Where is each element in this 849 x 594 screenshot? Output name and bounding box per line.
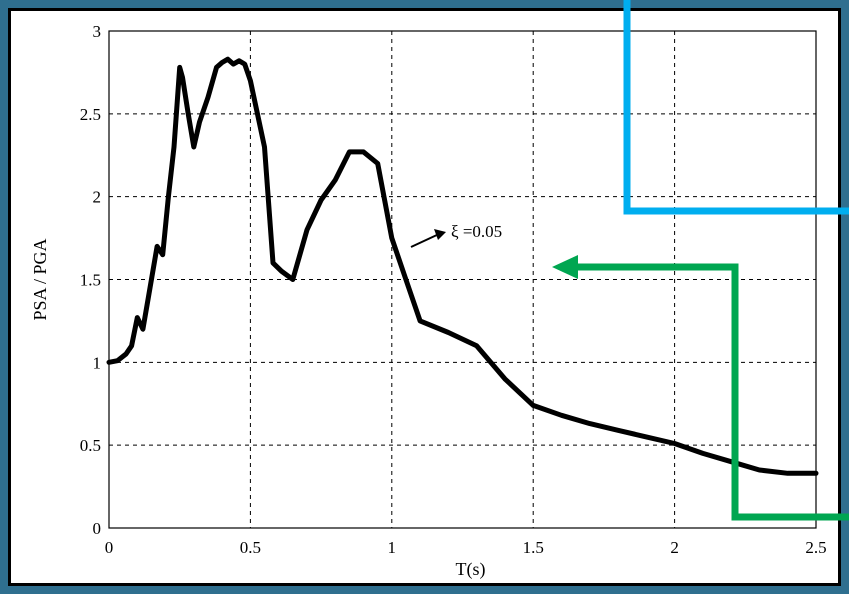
green-arrowhead: [552, 255, 578, 279]
y-tick-label: 0.5: [80, 436, 101, 455]
y-tick-label: 2.5: [80, 105, 101, 124]
y-tick-label: 2: [93, 188, 102, 207]
x-tick-label: 2: [670, 538, 679, 557]
annotation-arrowhead: [434, 229, 446, 240]
x-tick-label: 1: [388, 538, 397, 557]
blue-overlay-line: [623, 0, 849, 215]
tick-labels: 0 0.5 1 1.5 2 2.5 0 0.5 1 1.5 2 2.5 3: [80, 22, 827, 557]
x-tick-label: 2.5: [805, 538, 826, 557]
y-axis-label: PSA / PGA: [30, 238, 50, 320]
x-axis-label: T(s): [456, 559, 486, 580]
spectrum-line: [106, 56, 819, 476]
y-tick-label: 1: [93, 353, 102, 372]
x-tick-label: 0.5: [240, 538, 261, 557]
x-tick-label: 1.5: [523, 538, 544, 557]
grid: [109, 31, 816, 528]
x-tick-label: 0: [105, 538, 114, 557]
y-tick-label: 1.5: [80, 271, 101, 290]
green-overlay-line: [575, 263, 849, 521]
y-tick-label: 3: [93, 22, 102, 41]
damping-annotation: ξ =0.05: [451, 222, 502, 241]
annotation-arrow: [410, 233, 440, 248]
y-tick-label: 0: [93, 519, 102, 538]
plot-area-border: [108, 30, 817, 529]
